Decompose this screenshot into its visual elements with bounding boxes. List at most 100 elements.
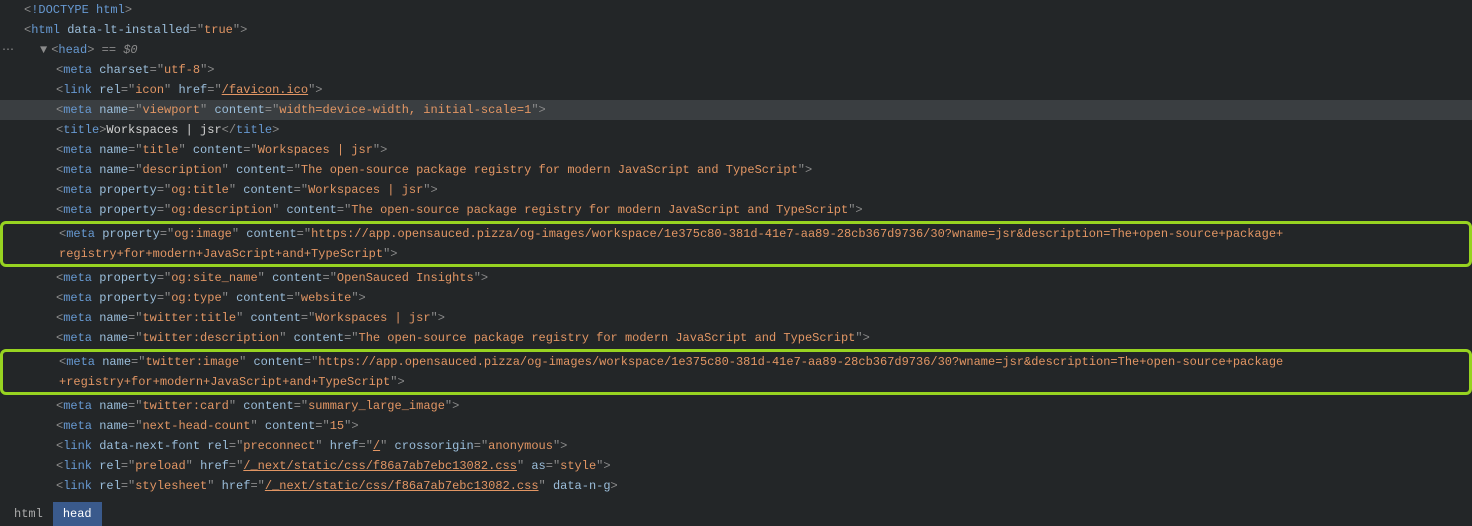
attr-name: property (99, 291, 157, 305)
attr-name: name (102, 355, 131, 369)
attr-name: rel (99, 479, 121, 493)
attr-value: twitter:card (142, 399, 228, 413)
attr-name: href (200, 459, 229, 473)
attr-value: +registry+for+modern+JavaScript+and+Type… (59, 375, 390, 389)
code-line[interactable]: <meta name="next-head-count" content="15… (0, 416, 1472, 436)
attr-name: property (102, 227, 160, 241)
tag-name: title (236, 123, 272, 137)
attr-name: content (214, 103, 264, 117)
attr-name: property (99, 271, 157, 285)
attr-value-link[interactable]: /_next/static/css/f86a7ab7ebc13082.css (243, 459, 517, 473)
code-line-head[interactable]: ⋯▼<head> == $0 (0, 40, 1472, 60)
attr-name: content (286, 203, 336, 217)
tag-name: meta (63, 63, 92, 77)
attr-value: website (301, 291, 351, 305)
attr-value: anonymous (488, 439, 553, 453)
tag-name: link (63, 459, 92, 473)
code-line[interactable]: +registry+for+modern+JavaScript+and+Type… (3, 372, 1469, 392)
attr-name: content (253, 355, 303, 369)
tag-name: meta (63, 419, 92, 433)
code-line[interactable]: <link rel="stylesheet" href="/_next/stat… (0, 476, 1472, 496)
tag-name: meta (63, 103, 92, 117)
attr-value: viewport (142, 103, 200, 117)
expand-arrow-icon[interactable]: ▼ (40, 40, 47, 60)
attr-value: true (204, 23, 233, 37)
code-line[interactable]: <meta name="twitter:description" content… (0, 328, 1472, 348)
code-line[interactable]: <title>Workspaces | jsr</title> (0, 120, 1472, 140)
tag-name: meta (63, 163, 92, 177)
attr-value-link[interactable]: /favicon.ico (222, 83, 308, 97)
attr-value: https://app.opensauced.pizza/og-images/w… (318, 355, 1283, 369)
attr-value-link[interactable]: /_next/static/css/f86a7ab7ebc13082.css (265, 479, 539, 493)
tag-name: meta (63, 271, 92, 285)
attr-name: property (99, 183, 157, 197)
tag-name: head (58, 43, 87, 57)
attr-value: OpenSauced Insights (337, 271, 474, 285)
tag-name: meta (63, 291, 92, 305)
highlight-twitter-image: <meta name="twitter:image" content="http… (0, 349, 1472, 395)
attr-name: name (99, 163, 128, 177)
attr-name: name (99, 331, 128, 345)
attr-name: content (236, 163, 286, 177)
breadcrumb-html[interactable]: html (4, 502, 53, 526)
tag-name: meta (63, 143, 92, 157)
attr-value: og:site_name (171, 271, 257, 285)
attr-value: registry+for+modern+JavaScript+and+TypeS… (59, 247, 383, 261)
code-line[interactable]: <meta property="og:description" content=… (0, 200, 1472, 220)
tag-name: html (31, 23, 60, 37)
code-line[interactable]: <!DOCTYPE html> (0, 0, 1472, 20)
code-line[interactable]: <link rel="preload" href="/_next/static/… (0, 456, 1472, 476)
code-line-selected[interactable]: <meta name="viewport" content="width=dev… (0, 100, 1472, 120)
code-line[interactable]: <meta name="twitter:title" content="Work… (0, 308, 1472, 328)
tag-name: link (63, 83, 92, 97)
tag-name: link (63, 479, 92, 493)
code-line[interactable]: <link data-next-font rel="preconnect" hr… (0, 436, 1472, 456)
code-line[interactable]: <meta property="og:image" content="https… (3, 224, 1469, 244)
attr-name: crossorigin (395, 439, 474, 453)
code-line[interactable]: <html data-lt-installed="true"> (0, 20, 1472, 40)
tag-name: !DOCTYPE html (31, 3, 125, 17)
code-line[interactable]: <meta name="twitter:image" content="http… (3, 352, 1469, 372)
code-line[interactable]: <meta property="og:type" content="websit… (0, 288, 1472, 308)
tag-name: meta (63, 203, 92, 217)
attr-value: next-head-count (142, 419, 250, 433)
attr-name: data-n-g (553, 479, 611, 493)
ellipsis-icon: ⋯ (2, 40, 14, 60)
attr-name: content (193, 143, 243, 157)
attr-value: width=device-width, initial-scale=1 (279, 103, 531, 117)
tag-name: meta (63, 311, 92, 325)
attr-name: rel (207, 439, 229, 453)
code-line[interactable]: <meta name="twitter:card" content="summa… (0, 396, 1472, 416)
code-line[interactable]: <meta property="og:title" content="Works… (0, 180, 1472, 200)
attr-value: https://app.opensauced.pizza/og-images/w… (311, 227, 1283, 241)
attr-name: data-lt-installed (67, 23, 189, 37)
code-line[interactable]: <meta property="og:site_name" content="O… (0, 268, 1472, 288)
attr-name: rel (99, 459, 121, 473)
code-line[interactable]: registry+for+modern+JavaScript+and+TypeS… (3, 244, 1469, 264)
tag-name: link (63, 439, 92, 453)
attr-value: preconnect (243, 439, 315, 453)
attr-value: preload (135, 459, 185, 473)
attr-value: style (560, 459, 596, 473)
attr-name: rel (99, 83, 121, 97)
code-line[interactable]: <meta name="description" content="The op… (0, 160, 1472, 180)
highlight-og-image: <meta property="og:image" content="https… (0, 221, 1472, 267)
breadcrumb-head[interactable]: head (53, 502, 102, 526)
attr-name: href (222, 479, 251, 493)
attr-value: twitter:image (145, 355, 239, 369)
attr-name: href (330, 439, 359, 453)
attr-value: twitter:description (142, 331, 279, 345)
attr-value: 15 (330, 419, 344, 433)
html-source-viewer: <!DOCTYPE html> <html data-lt-installed=… (0, 0, 1472, 496)
attr-name: as (531, 459, 545, 473)
tag-name: meta (66, 227, 95, 241)
attr-name: name (99, 143, 128, 157)
attr-value: og:title (171, 183, 229, 197)
attr-value: og:image (174, 227, 232, 241)
selected-node-marker: == $0 (94, 43, 137, 57)
code-line[interactable]: <meta charset="utf-8"> (0, 60, 1472, 80)
attr-name: content (250, 311, 300, 325)
code-line[interactable]: <link rel="icon" href="/favicon.ico"> (0, 80, 1472, 100)
attr-value: stylesheet (135, 479, 207, 493)
code-line[interactable]: <meta name="title" content="Workspaces |… (0, 140, 1472, 160)
